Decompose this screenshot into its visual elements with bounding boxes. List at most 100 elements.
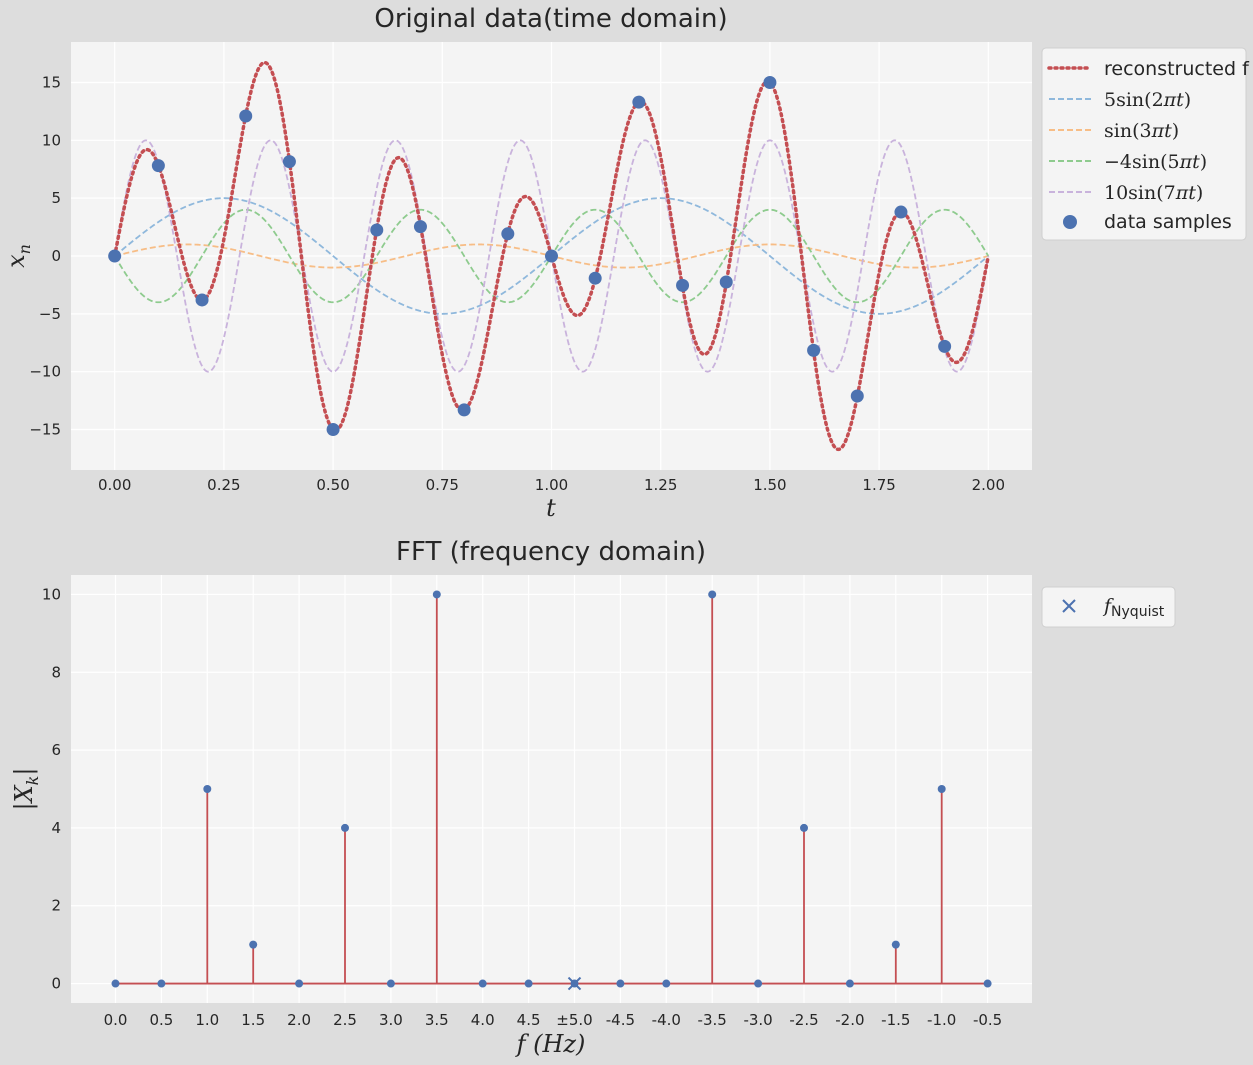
time-sample-point bbox=[938, 339, 952, 353]
freq-stem-marker bbox=[983, 979, 992, 988]
freq-x-tick-label: 4.0 bbox=[471, 1011, 495, 1029]
freq-y-tick-label: 6 bbox=[51, 741, 61, 759]
time-x-tick-label: 1.25 bbox=[644, 476, 677, 494]
legend-swatch-samples bbox=[1063, 215, 1077, 229]
freq-x-tick-label: 2.5 bbox=[333, 1011, 357, 1029]
freq-x-tick-label: -1.0 bbox=[927, 1011, 956, 1029]
time-sample-point bbox=[413, 220, 427, 234]
legend-label-5sin: 5sin(2πt) bbox=[1104, 89, 1191, 111]
freq-x-tick-label: 0.5 bbox=[149, 1011, 173, 1029]
time-y-tick-label: −15 bbox=[29, 421, 61, 439]
freq-y-axis-label: |Xk| bbox=[10, 768, 42, 811]
freq-x-tick-label: -3.0 bbox=[743, 1011, 772, 1029]
time-sample-points bbox=[108, 75, 952, 437]
freq-x-tick-label: -0.5 bbox=[973, 1011, 1002, 1029]
freq-x-tick-label: -3.5 bbox=[698, 1011, 727, 1029]
time-sample-point bbox=[326, 423, 340, 437]
legend-label-samples: data samples bbox=[1104, 211, 1232, 233]
time-sample-point bbox=[807, 343, 821, 357]
freq-stem-marker bbox=[662, 979, 671, 988]
time-x-tick-label: 0.25 bbox=[207, 476, 240, 494]
time-sample-point bbox=[195, 293, 209, 307]
freq-y-ticks: 0 2 4 6 8 10 bbox=[42, 585, 61, 992]
legend-swatch-nyquist bbox=[1062, 599, 1076, 613]
freq-nyquist-marker bbox=[567, 976, 582, 991]
freq-x-ticks: 0.0 0.5 1.0 1.5 2.0 2.5 3.0 3.5 4.0 4.5 ±5.0 -4.5 -4… bbox=[104, 1011, 1003, 1029]
freq-x-tick-label: 0.0 bbox=[104, 1011, 128, 1029]
time-sample-point bbox=[763, 75, 777, 89]
freq-stem-marker bbox=[754, 979, 763, 988]
time-sample-point bbox=[501, 227, 515, 241]
time-y-tick-label: 10 bbox=[42, 131, 61, 149]
time-x-tick-label: 0.75 bbox=[426, 476, 459, 494]
time-x-tick-label: 1.50 bbox=[753, 476, 786, 494]
time-sample-point bbox=[676, 278, 690, 292]
legend-label-reconstructed: reconstructed f bbox=[1104, 58, 1250, 80]
time-sample-point bbox=[719, 275, 733, 289]
time-x-tick-label: 2.00 bbox=[972, 476, 1005, 494]
time-sample-point bbox=[894, 205, 908, 219]
time-sample-point bbox=[588, 271, 602, 285]
freq-plot-area bbox=[71, 575, 1032, 1003]
time-domain-chart: Original data(time domain) 0.00 0.25 0.50 0… bbox=[2, 4, 1250, 522]
freq-x-axis-label: f (Hz) bbox=[515, 1030, 586, 1058]
freq-x-tick-label: -1.5 bbox=[881, 1011, 910, 1029]
freq-y-tick-label: 2 bbox=[51, 897, 61, 915]
freq-stem-marker bbox=[295, 979, 304, 988]
freq-stem-marker bbox=[524, 979, 533, 988]
freq-stem-marker bbox=[478, 979, 487, 988]
freq-stem-marker bbox=[616, 979, 625, 988]
freq-y-tick-label: 0 bbox=[51, 975, 61, 993]
time-sample-point bbox=[282, 155, 296, 169]
freq-stem-marker bbox=[937, 785, 946, 793]
freq-stem-marker bbox=[386, 979, 395, 988]
freq-stem-marker bbox=[157, 979, 166, 988]
time-legend: reconstructed f 5sin(2πt) sin(3πt) −4sin… bbox=[1041, 47, 1250, 241]
freq-y-tick-label: 8 bbox=[51, 663, 61, 681]
freq-grid bbox=[71, 575, 1032, 1003]
time-y-ticks: −15 −10 −5 0 5 10 15 bbox=[29, 73, 61, 438]
freq-x-tick-label: 1.0 bbox=[195, 1011, 219, 1029]
time-sample-point bbox=[457, 403, 471, 417]
frequency-domain-chart: FFT (frequency domain) 0.0 0.5 1.0 1.5 2.0 2.… bbox=[10, 537, 1176, 1058]
time-x-tick-label: 1.00 bbox=[535, 476, 568, 494]
freq-y-tick-label: 4 bbox=[51, 819, 61, 837]
freq-x-tick-label: ±5.0 bbox=[556, 1011, 592, 1029]
freq-stem-marker bbox=[432, 590, 441, 599]
freq-x-tick-label: 1.5 bbox=[241, 1011, 265, 1029]
legend-label-10sin: 10sin(7πt) bbox=[1104, 182, 1203, 204]
time-x-tick-label: 1.75 bbox=[862, 476, 895, 494]
freq-x-tick-label: -4.0 bbox=[652, 1011, 681, 1029]
freq-x-tick-label: -4.5 bbox=[606, 1011, 635, 1029]
freq-x-tick-label: 2.0 bbox=[287, 1011, 311, 1029]
time-y-tick-label: −5 bbox=[39, 305, 61, 323]
time-y-tick-label: 0 bbox=[51, 247, 61, 265]
freq-stem-marker bbox=[203, 785, 212, 793]
freq-legend: fNyquist bbox=[1041, 586, 1176, 628]
time-x-ticks: 0.00 0.25 0.50 0.75 1.00 1.25 1.50 1.75 2.00 bbox=[98, 476, 1005, 494]
legend-label-nyquist: fNyquist bbox=[1102, 595, 1165, 620]
freq-stem-marker bbox=[845, 979, 854, 988]
legend-label-neg4sin: −4sin(5πt) bbox=[1104, 151, 1207, 173]
freq-x-tick-label: 3.0 bbox=[379, 1011, 403, 1029]
time-x-tick-label: 0.50 bbox=[316, 476, 349, 494]
time-legend-box bbox=[1041, 47, 1247, 241]
freq-stem-marker bbox=[891, 940, 900, 949]
time-sample-point bbox=[108, 249, 122, 263]
freq-x-tick-label: -2.0 bbox=[835, 1011, 864, 1029]
freq-stem-marker bbox=[708, 590, 717, 599]
time-sample-point bbox=[370, 223, 384, 237]
freq-stem-marker bbox=[341, 823, 349, 832]
time-sample-point bbox=[239, 109, 253, 123]
freq-y-tick-label: 10 bbox=[42, 585, 61, 603]
freq-chart-title: FFT (frequency domain) bbox=[396, 537, 706, 567]
time-y-tick-label: 15 bbox=[42, 73, 61, 91]
freq-x-tick-label: -2.5 bbox=[789, 1011, 818, 1029]
time-y-tick-label: 5 bbox=[51, 189, 61, 207]
freq-stems bbox=[111, 590, 992, 991]
freq-stem-marker bbox=[800, 823, 808, 832]
legend-label-sin3: sin(3πt) bbox=[1104, 120, 1179, 142]
time-x-axis-label: t bbox=[546, 494, 556, 522]
freq-stem-marker bbox=[111, 979, 120, 988]
